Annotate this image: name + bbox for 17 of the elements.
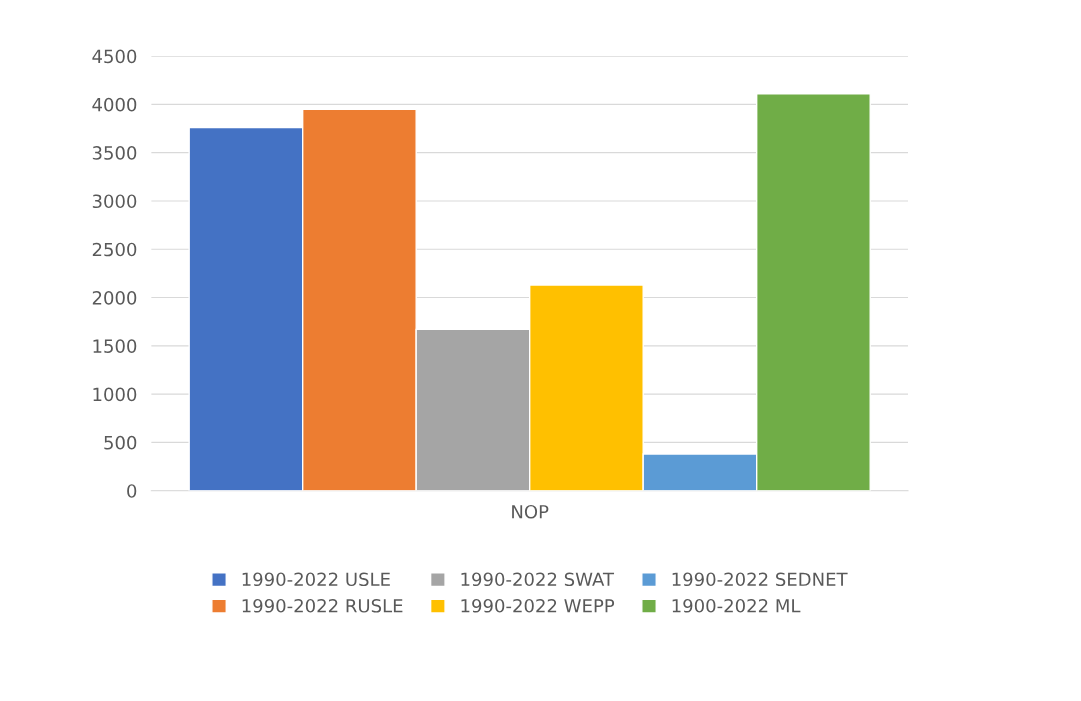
y-tick-label: 2500 (92, 242, 137, 257)
y-tick-label: 4000 (92, 97, 137, 112)
legend-label: 1990-2022 SWAT (461, 572, 615, 587)
y-tick-label: 1000 (93, 387, 137, 402)
y-tick-label: 2000 (92, 290, 137, 305)
legend-label: 1990-2022 WEPP (461, 598, 615, 613)
legend-label: 1990-2022 SEDNET (672, 572, 848, 587)
y-tick-label: 3000 (92, 194, 137, 209)
legend-label: 1990-2022 RUSLE (242, 598, 403, 613)
legend-label: 1900-2022 ML (672, 598, 801, 613)
y-tick-label: 0 (127, 484, 137, 498)
y-tick-label: 1500 (93, 339, 137, 353)
y-tick-label: 4500 (92, 49, 137, 64)
y-tick-label: 3500 (92, 146, 137, 160)
legend-label: 1990-2022 USLE (242, 572, 390, 587)
x-tick-label: NOP (512, 504, 549, 519)
y-tick-label: 500 (104, 435, 137, 450)
